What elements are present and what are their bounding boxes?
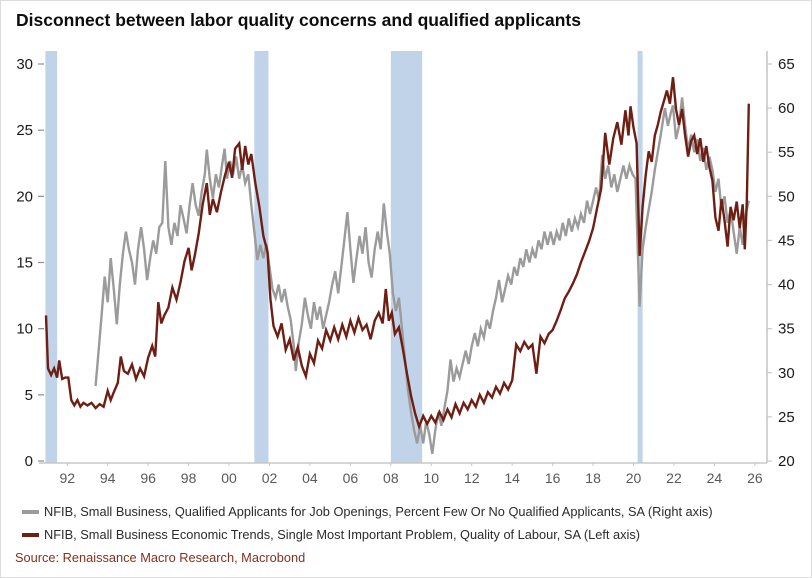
left-axis-tick-label: 5 <box>25 387 33 404</box>
right-axis-tick-label: 25 <box>778 409 795 426</box>
right-axis-tick-label: 40 <box>778 277 795 294</box>
left-axis-tick-label: 25 <box>16 122 33 139</box>
left-axis-tick-label: 10 <box>16 321 33 338</box>
right-axis-tick-label: 30 <box>778 365 795 382</box>
x-axis-tick-label: 24 <box>707 470 723 486</box>
x-axis-tick-label: 00 <box>221 470 237 486</box>
chart-title: Disconnect between labor quality concern… <box>16 10 581 30</box>
legend-item-quality-of-labour: NFIB, Small Business Economic Trends, Si… <box>22 527 713 542</box>
source-note: Source: Renaissance Macro Research, Macr… <box>15 550 306 565</box>
right-axis-tick-label: 50 <box>778 188 795 205</box>
x-axis-tick-label: 14 <box>504 470 520 486</box>
recession-band <box>390 51 423 463</box>
x-axis-tick-label: 94 <box>100 470 116 486</box>
right-axis-tick-label: 35 <box>778 321 795 338</box>
right-axis-tick-label: 60 <box>778 100 795 117</box>
x-axis-tick-label: 98 <box>181 470 197 486</box>
x-axis-tick-label: 02 <box>262 470 278 486</box>
x-axis-tick-label: 26 <box>747 470 763 486</box>
x-axis-tick-label: 10 <box>423 470 439 486</box>
x-axis-tick-label: 04 <box>302 470 318 486</box>
left-axis-tick-label: 20 <box>16 188 33 205</box>
legend-item-qualified-applicants: NFIB, Small Business, Qualified Applican… <box>22 504 713 519</box>
x-axis-tick-label: 16 <box>545 470 561 486</box>
left-axis-tick-label: 15 <box>16 255 33 272</box>
recession-band <box>254 51 269 463</box>
legend-swatch-maroon-icon <box>22 532 39 537</box>
x-axis-tick-label: 22 <box>666 470 682 486</box>
legend-swatch-gray-icon <box>22 509 39 514</box>
x-axis-tick-label: 08 <box>383 470 399 486</box>
x-axis-tick-label: 20 <box>626 470 642 486</box>
chart-plot-area: 0 5 10 15 20 25 30 20 25 30 35 40 45 50 55 60 65 92 94 96 98… <box>16 51 795 486</box>
x-axis-tick-label: 06 <box>343 470 359 486</box>
legend-label-qualified-applicants: NFIB, Small Business, Qualified Applican… <box>44 504 713 519</box>
left-axis-tick-label: 30 <box>16 56 33 73</box>
right-axis-tick-label: 45 <box>778 232 795 249</box>
series-line-qualified-applicants <box>94 97 750 455</box>
x-axis-tick-label: 12 <box>464 470 480 486</box>
x-axis-tick-label: 18 <box>585 470 601 486</box>
x-axis-tick-label: 96 <box>140 470 156 486</box>
left-axis-tick-label: 0 <box>25 453 33 470</box>
legend: NFIB, Small Business, Qualified Applican… <box>22 504 713 550</box>
right-axis-tick-label: 65 <box>778 56 795 73</box>
x-axis-tick-label: 92 <box>59 470 75 486</box>
recession-band <box>45 51 58 463</box>
right-axis-tick-label: 20 <box>778 453 795 470</box>
legend-label-quality-of-labour: NFIB, Small Business Economic Trends, Si… <box>44 527 641 542</box>
recession-band <box>637 51 643 463</box>
right-axis-tick-label: 55 <box>778 144 795 161</box>
series-line-quality-of-labour <box>44 77 750 431</box>
